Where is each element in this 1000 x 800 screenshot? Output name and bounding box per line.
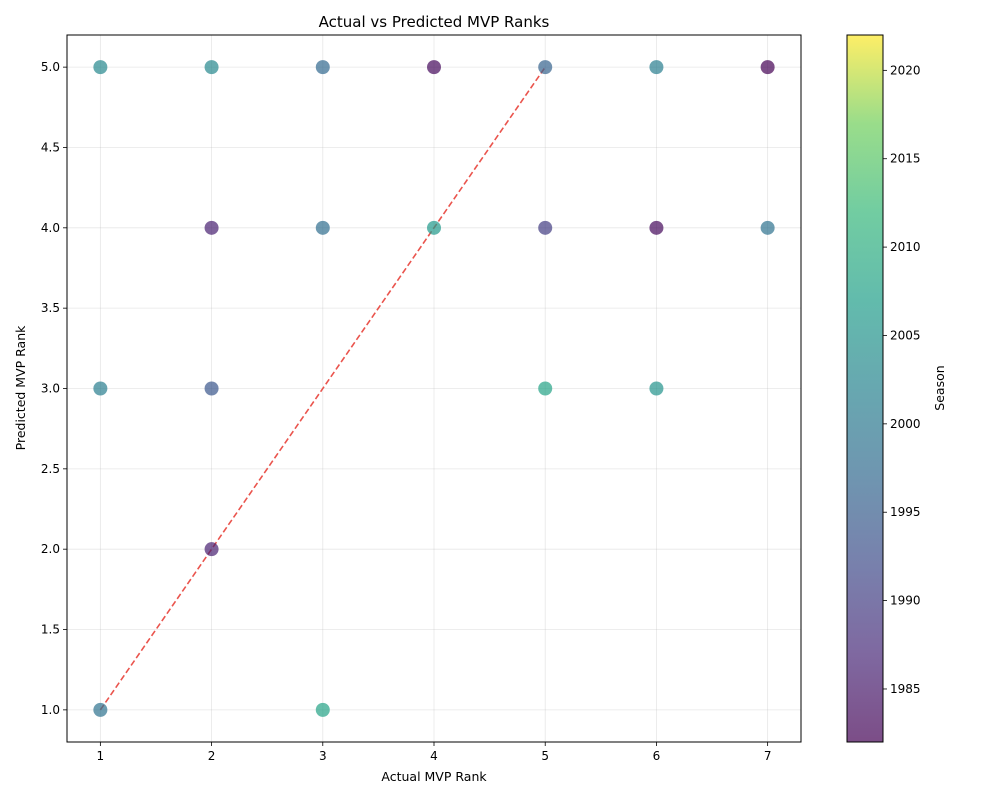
colorbar-gradient — [847, 35, 883, 742]
data-point — [427, 220, 441, 235]
data-point — [204, 60, 219, 75]
y-axis-label: Predicted MVP Rank — [13, 325, 28, 450]
data-point — [93, 702, 108, 717]
reference-line — [99, 66, 546, 711]
data-point — [649, 60, 664, 75]
x-axis-label: Actual MVP Rank — [381, 769, 487, 784]
y-tick-label: 2.5 — [41, 462, 60, 476]
data-point — [93, 381, 108, 396]
data-point — [538, 220, 553, 235]
x-tick-label: 4 — [430, 749, 438, 763]
x-tick-label: 7 — [764, 749, 772, 763]
x-tick-label: 1 — [97, 749, 105, 763]
colorbar-tick-label: 2020 — [890, 63, 921, 77]
data-point — [538, 381, 553, 396]
data-point — [649, 220, 664, 235]
y-tick-label: 3.5 — [41, 301, 60, 315]
y-tick-label: 5.0 — [41, 60, 60, 74]
data-point — [315, 60, 330, 75]
chart-title: Actual vs Predicted MVP Ranks — [319, 13, 550, 31]
y-axis-ticks: 1.0 1.5 2.0 2.5 3.0 3.5 4.0 4.5 5.0 — [41, 60, 67, 717]
data-point — [204, 381, 219, 396]
data-point — [315, 702, 330, 717]
data-point — [760, 60, 775, 75]
colorbar-tick-label: 2000 — [890, 417, 921, 431]
data-points — [93, 60, 775, 717]
data-point — [760, 220, 775, 235]
data-point — [93, 60, 108, 75]
x-tick-label: 3 — [319, 749, 327, 763]
data-point — [204, 220, 219, 235]
colorbar-tick-label: 2005 — [890, 328, 921, 342]
colorbar-tick-label: 1990 — [890, 594, 921, 608]
data-point — [204, 542, 219, 557]
colorbar-tick-label: 2010 — [890, 240, 921, 254]
grid-lines — [67, 35, 801, 742]
y-tick-label: 1.5 — [41, 623, 60, 637]
y-tick-label: 2.0 — [41, 542, 60, 556]
y-tick-label: 1.0 — [41, 703, 60, 717]
y-tick-label: 3.0 — [41, 382, 60, 396]
colorbar-frame — [846, 34, 884, 743]
y-tick-label: 4.5 — [41, 140, 60, 154]
x-tick-label: 2 — [208, 749, 216, 763]
colorbar-ticks: 1985 1990 1995 2000 2005 2010 2015 2020 — [883, 63, 921, 696]
colorbar-tick-label: 1995 — [890, 505, 921, 519]
colorbar-label: Season — [932, 365, 947, 410]
data-point — [315, 220, 330, 235]
colorbar: 1985 1990 1995 2000 2005 2010 2015 2020 Season — [846, 34, 947, 743]
x-axis-ticks: 1 2 3 4 5 6 7 — [97, 742, 772, 763]
colorbar-tick-label: 1985 — [890, 682, 921, 696]
y-tick-label: 4.0 — [41, 221, 60, 235]
data-point — [538, 60, 553, 75]
data-point — [649, 381, 664, 396]
x-tick-label: 5 — [541, 749, 549, 763]
colorbar-tick-label: 2015 — [890, 152, 921, 166]
reference-line-group — [99, 66, 546, 711]
data-point — [427, 60, 441, 75]
x-tick-label: 6 — [653, 749, 661, 763]
